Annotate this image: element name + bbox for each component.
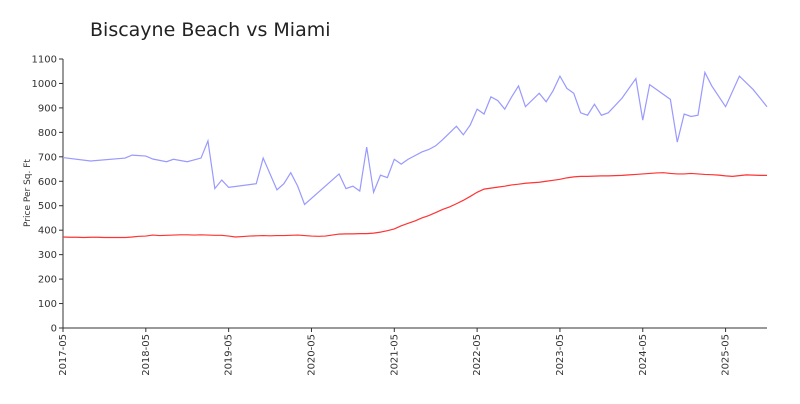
x-tick-label: 2020-05 [306,334,317,376]
y-tick-label: 800 [38,128,57,139]
x-tick-label: 2024-05 [638,334,649,376]
y-tick-label: 300 [38,250,57,261]
x-tick-label: 2025-05 [721,334,732,376]
x-tick-label: 2018-05 [141,334,152,376]
y-tick-label: 600 [38,177,57,188]
series-line [62,70,768,206]
chart-title: Biscayne Beach vs Miami [90,19,331,41]
x-tick-label: 2022-05 [472,334,483,376]
y-tick-label: 1100 [32,55,57,66]
y-tick-label: 100 [38,299,57,310]
series-line [62,172,767,239]
y-tick-label: 900 [38,103,57,114]
y-tick-label: 1000 [32,79,57,90]
y-tick-label: 500 [38,201,57,212]
x-tick-label: 2017-05 [58,334,69,376]
y-axis-label: Price Per Sq. Ft [23,159,33,227]
y-tick-label: 700 [38,152,57,163]
x-tick-label: 2021-05 [389,334,400,376]
x-tick-label: 2023-05 [555,334,566,376]
y-tick-label: 200 [38,275,57,286]
y-tick-label: 400 [38,226,57,237]
y-tick-label: 0 [51,324,57,335]
x-tick-label: 2019-05 [224,334,235,376]
